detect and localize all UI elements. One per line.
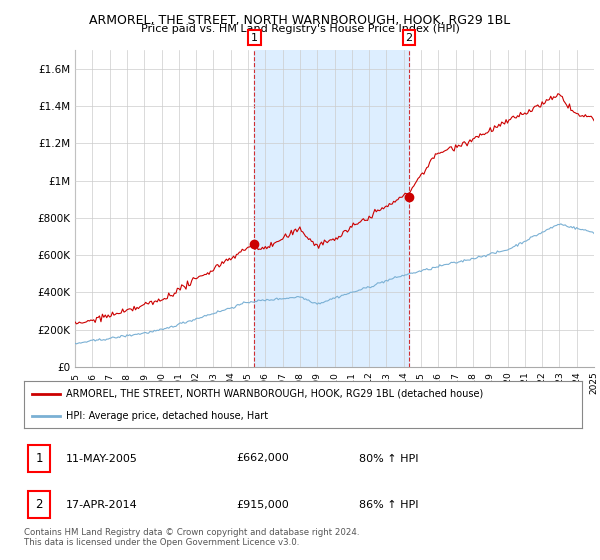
Text: ARMOREL, THE STREET, NORTH WARNBOROUGH, HOOK, RG29 1BL: ARMOREL, THE STREET, NORTH WARNBOROUGH, … (89, 14, 511, 27)
Text: Price paid vs. HM Land Registry's House Price Index (HPI): Price paid vs. HM Land Registry's House … (140, 24, 460, 34)
Text: HPI: Average price, detached house, Hart: HPI: Average price, detached house, Hart (66, 410, 268, 421)
Bar (254, 50, 409, 367)
Text: 1: 1 (251, 32, 258, 43)
Text: 11-MAY-2005: 11-MAY-2005 (66, 454, 138, 464)
Text: 1: 1 (35, 452, 43, 465)
Text: 86% ↑ HPI: 86% ↑ HPI (359, 500, 418, 510)
Text: £915,000: £915,000 (236, 500, 289, 510)
Text: 80% ↑ HPI: 80% ↑ HPI (359, 454, 418, 464)
FancyBboxPatch shape (28, 492, 50, 517)
Text: 17-APR-2014: 17-APR-2014 (66, 500, 137, 510)
Text: 2: 2 (406, 32, 412, 43)
Text: Contains HM Land Registry data © Crown copyright and database right 2024.
This d: Contains HM Land Registry data © Crown c… (24, 528, 359, 547)
Text: £662,000: £662,000 (236, 454, 289, 464)
Text: ARMOREL, THE STREET, NORTH WARNBOROUGH, HOOK, RG29 1BL (detached house): ARMOREL, THE STREET, NORTH WARNBOROUGH, … (66, 389, 483, 399)
FancyBboxPatch shape (28, 446, 50, 472)
Text: 2: 2 (35, 498, 43, 511)
